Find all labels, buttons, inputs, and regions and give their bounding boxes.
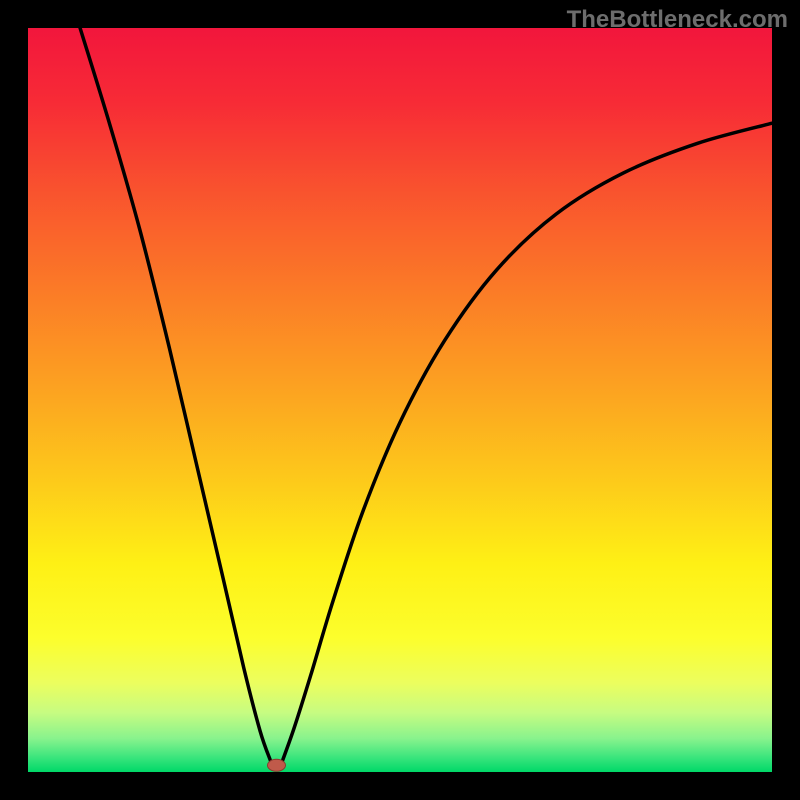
bottleneck-chart (0, 0, 800, 800)
chart-container: TheBottleneck.com (0, 0, 800, 800)
minimum-marker (267, 759, 285, 771)
watermark-text: TheBottleneck.com (567, 6, 788, 34)
gradient-background (28, 28, 772, 772)
